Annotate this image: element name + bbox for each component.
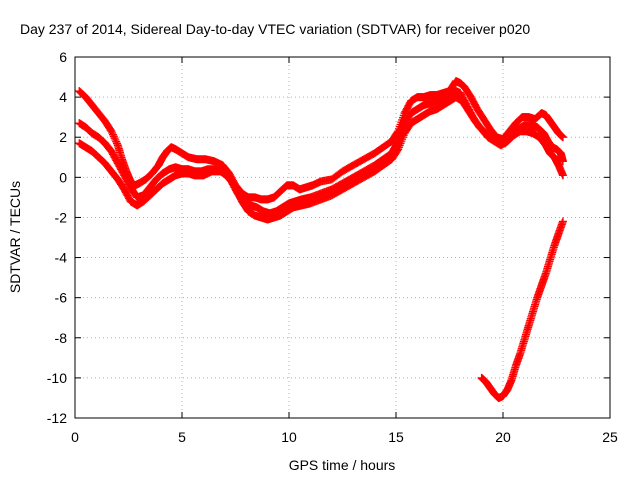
data-point [558, 217, 567, 226]
series-3 [75, 93, 567, 224]
chart-title: Day 237 of 2014, Sidereal Day-to-day VTE… [20, 21, 530, 37]
data-point [110, 134, 119, 143]
data-point [235, 192, 244, 201]
data-point [233, 186, 242, 195]
y-tick-label: -12 [47, 410, 67, 426]
data-point [236, 193, 245, 202]
y-tick-label: 6 [59, 49, 67, 65]
data-point [108, 128, 117, 137]
y-tick-label: 4 [59, 89, 67, 105]
ticks: 0 5 10 15 20 25 -12 -10 -8 -6 -4 -2 0 2 4 6 [47, 49, 618, 445]
data-point [107, 127, 116, 136]
x-tick-label: 20 [495, 429, 511, 445]
series-4 [477, 217, 567, 402]
y-tick-label: 2 [59, 129, 67, 145]
y-tick-label: -6 [55, 290, 68, 306]
data-point [109, 132, 118, 141]
grid [75, 57, 610, 418]
data-point [112, 137, 121, 146]
plot-frame [74, 56, 611, 419]
data-point [111, 135, 120, 144]
series-1 [75, 77, 567, 204]
data-point [558, 133, 567, 142]
data-point [108, 130, 117, 139]
x-tick-label: 10 [281, 429, 297, 445]
data-points [75, 77, 567, 402]
y-tick-label: -10 [47, 370, 67, 386]
data-point [234, 190, 243, 199]
x-tick-label: 5 [178, 429, 186, 445]
y-tick-label: 0 [59, 169, 67, 185]
y-tick-label: -2 [55, 209, 68, 225]
data-point [231, 183, 240, 192]
data-point [558, 171, 567, 180]
y-axis-label: SDTVAR / TECUs [7, 181, 23, 293]
x-tick-label: 0 [71, 429, 79, 445]
x-axis-label: GPS time / hours [289, 457, 396, 473]
x-tick-label: 15 [388, 429, 404, 445]
y-tick-label: -8 [55, 330, 68, 346]
data-point [233, 188, 242, 197]
y-tick-label: -4 [55, 250, 68, 266]
data-point [112, 139, 121, 148]
x-tick-label: 25 [602, 429, 618, 445]
data-point [232, 185, 241, 194]
